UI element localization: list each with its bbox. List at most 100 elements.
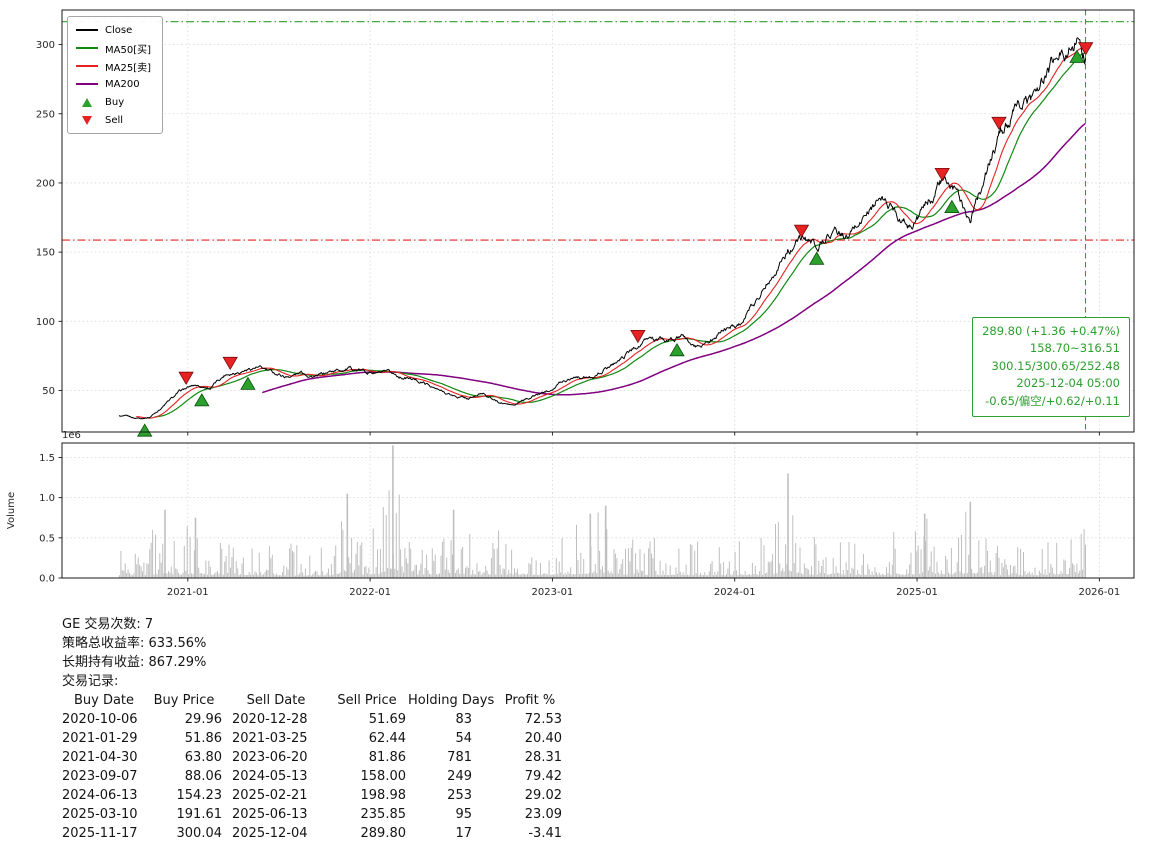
trade-r4-c0: 2024-06-13 [62, 788, 138, 803]
report-buyhold-return: 长期持有收益: 867.29% [62, 655, 207, 670]
buy-marker [944, 199, 960, 214]
legend-item-sell: Sell [76, 113, 151, 127]
legend-line-sample [76, 83, 98, 85]
trade-r2-c2: 2023-06-20 [232, 750, 308, 765]
legend-line-sample [76, 65, 98, 67]
sell-marker [222, 356, 238, 371]
x-tick-label: 2022-01 [349, 587, 391, 598]
legend-line-sample [76, 29, 98, 31]
sell-marker [1078, 42, 1094, 56]
trades-header-0: Buy Date [73, 693, 135, 708]
sell-marker [934, 167, 950, 182]
annotation-line-0: 289.80 (+1.36 +0.47%) [982, 324, 1120, 338]
trade-r1-c5: 20.40 [524, 731, 562, 746]
ma50-line [154, 52, 1086, 418]
buy-marker [1069, 49, 1085, 63]
buy-marker [137, 423, 153, 437]
quote-annotation-box: 289.80 (+1.36 +0.47%) 158.70~316.51 300.15… [972, 317, 1130, 418]
trade-r3-c0: 2023-09-07 [62, 769, 138, 784]
ma25-line [136, 47, 1087, 419]
legend-item-ma25: MA25[卖] [76, 59, 151, 74]
legend-line-sample [76, 47, 98, 49]
volume-tick-label: 0.0 [39, 574, 55, 585]
strategy-report: GE 交易次数: 7 策略总收益率: 633.56% 长期持有收益: 867.2… [62, 615, 590, 843]
trade-r1-c1: 51.86 [184, 731, 222, 746]
legend-item-buy: Buy [76, 95, 151, 109]
trade-r3-c2: 2024-05-13 [232, 769, 308, 784]
trade-r3-c4: 249 [447, 769, 472, 784]
price-tick-label: 100 [36, 317, 55, 328]
buy-marker [240, 376, 256, 390]
close-line [118, 37, 1086, 420]
price-tick-label: 250 [36, 109, 55, 120]
annotation-line-4: -0.65/偏空/+0.62/+0.11 [985, 393, 1120, 408]
buy-markers [137, 49, 1085, 437]
axes: 50 100 150 200 250 300 0.0 0.5 1.0 1.5 2021-01 2022… [6, 9, 1135, 598]
buy-marker-icon [76, 97, 98, 107]
x-tick-label: 2023-01 [532, 587, 574, 598]
trade-r0-c4: 83 [455, 712, 472, 727]
trade-r2-c1: 63.80 [184, 750, 222, 765]
trade-r3-c1: 88.06 [184, 769, 222, 784]
x-tick-label: 2021-01 [167, 587, 209, 598]
x-tick-label: 2024-01 [714, 587, 756, 598]
volume-tick-label: 1.0 [39, 493, 55, 504]
trade-r4-c3: 198.98 [360, 788, 407, 803]
trade-r5-c4: 95 [455, 807, 472, 822]
trades-header-1: Buy Price [153, 693, 215, 708]
trade-r3-c3: 158.00 [360, 769, 407, 784]
annotation-line-2: 300.15/300.65/252.48 [991, 358, 1120, 373]
trade-r5-c0: 2025-03-10 [62, 807, 138, 822]
sell-marker [991, 116, 1007, 131]
sell-marker-icon [76, 115, 98, 125]
trade-r6-c3: 289.80 [360, 826, 407, 841]
x-tick-label: 2026-01 [1078, 587, 1120, 598]
trade-r0-c2: 2020-12-28 [232, 712, 308, 727]
trades-header-5: Profit % [504, 693, 556, 708]
annotation-line-3: 2025-12-04 05:00 [1016, 376, 1120, 391]
trade-r1-c2: 2021-03-25 [232, 731, 308, 746]
trades-table: Buy Date Buy Price Sell Date Sell Price Hold… [62, 691, 590, 843]
trade-r2-c4: 781 [447, 750, 472, 765]
price-tick-label: 50 [42, 386, 55, 397]
trade-r4-c4: 253 [447, 788, 472, 803]
trade-r2-c5: 28.31 [524, 750, 562, 765]
legend-label: Close [105, 24, 133, 36]
sell-marker [630, 329, 646, 344]
trade-r5-c5: 23.09 [524, 807, 562, 822]
legend-label: Buy [105, 96, 125, 108]
volume-axis-label: Volume [6, 492, 17, 529]
trade-r1-c0: 2021-01-29 [62, 731, 138, 746]
buy-marker [809, 251, 825, 265]
volume-offset-label: 1e6 [62, 430, 81, 441]
trade-r5-c1: 191.61 [176, 807, 223, 822]
trade-r1-c3: 62.44 [368, 731, 406, 746]
price-tick-label: 200 [36, 178, 55, 189]
price-volume-chart: 50 100 150 200 250 300 0.0 0.5 1.0 1.5 2021-01 2022… [6, 9, 1135, 598]
trades-header-4: Holding Days [408, 693, 495, 708]
legend-label: Sell [105, 114, 124, 126]
trade-r5-c3: 235.85 [360, 807, 407, 822]
trade-r0-c1: 29.96 [184, 712, 222, 727]
trade-r5-c2: 2025-06-13 [232, 807, 308, 822]
report-strategy-return: 策略总收益率: 633.56% [62, 636, 207, 651]
volume-tick-label: 1.5 [39, 453, 55, 464]
price-tick-label: 300 [36, 40, 55, 51]
trade-r6-c2: 2025-12-04 [232, 826, 308, 841]
legend-item-ma200: MA200 [76, 77, 151, 91]
trade-r1-c4: 54 [455, 731, 472, 746]
x-tick-label: 2025-01 [896, 587, 938, 598]
report-trades-count: GE 交易次数: 7 [62, 617, 154, 632]
buy-marker [194, 393, 210, 407]
report-trades-label: 交易记录: [62, 674, 119, 689]
trade-r3-c5: 79.42 [524, 769, 562, 784]
buy-marker [669, 343, 685, 357]
trade-r6-c4: 17 [455, 826, 472, 841]
gridlines [62, 10, 1134, 578]
trade-r4-c2: 2025-02-21 [232, 788, 308, 803]
chart-legend: Close MA50[买] MA25[卖] MA200 Buy Sell [67, 16, 163, 134]
trade-r0-c3: 51.69 [368, 712, 406, 727]
trade-r0-c5: 72.53 [524, 712, 562, 727]
volume-tick-label: 0.5 [39, 533, 55, 544]
